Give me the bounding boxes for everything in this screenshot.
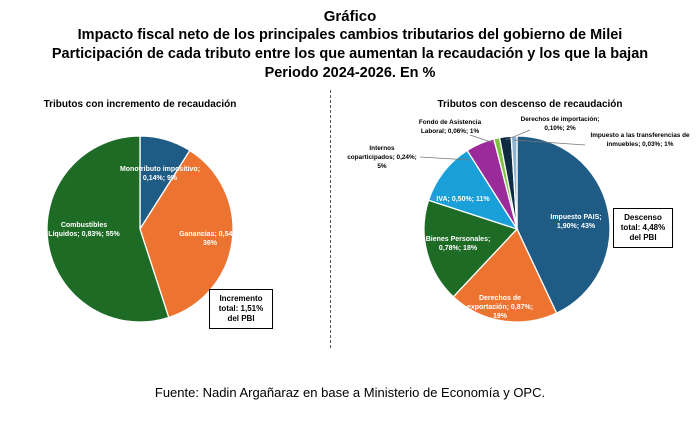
slice-label-1-4: Internos coparticipados; 0,24%; 5% (347, 145, 417, 170)
slice-label-1-3: IVA; 0,50%; 11% (436, 196, 490, 203)
slice-label-0-2: Combustibles Líquidos; 0,83%; 55% (48, 222, 120, 238)
leader-line-1-4 (419, 156, 471, 161)
header-line-3: Periodo 2024-2026. En % (264, 65, 436, 81)
increase-total-box: Incremento total: 1,51% del PBI (209, 289, 273, 329)
slice-label-1-6: Derechos de importación; 0,10%; 2% (521, 116, 600, 132)
leader-line-1-6 (505, 129, 531, 141)
slice-label-1-2: Bienes Personales; 0,78%; 18% (426, 236, 491, 252)
pie-slice-1-0 (516, 135, 611, 315)
right-chart-title: Tributos con descenso de recaudación (437, 99, 623, 110)
header-line-0: Gráfico (323, 8, 377, 25)
pie-slice-0-1 (139, 149, 234, 319)
increase-total-line-3: del PBI (227, 314, 255, 323)
pie-slice-1-7 (510, 135, 518, 230)
leader-line-1-7 (513, 139, 586, 146)
chart-header: Gráfico Impacto fiscal neto de los princ… (0, 8, 700, 83)
increase-total-line-2: total: 1,51% (218, 304, 264, 313)
decrease-total-line-3: del PBI (629, 233, 657, 242)
slice-label-1-0: Impuesto PAIS; 1,90%; 43% (550, 214, 601, 230)
slice-label-1-5: Fondo de Asistencia Laboral; 0,06%; 1% (419, 119, 482, 135)
increase-total-line-1: Incremento (219, 294, 263, 303)
slice-label-0-0: Monotributo impositivo; 0,14%; 9% (120, 166, 200, 182)
pie-slice-1-1 (452, 227, 558, 323)
header-line-1: Impacto fiscal neto de los principales c… (77, 27, 623, 43)
slice-label-0-1: Ganancias; 0,54%; 36% (179, 231, 241, 247)
slice-label-1-1: Derechos de exportación; 0,87%; 19% (467, 295, 533, 320)
divider (330, 90, 331, 348)
decrease-total-line-2: total: 4,48% (620, 223, 666, 232)
pie-slice-1-2 (423, 199, 519, 298)
pie-slice-0-2 (46, 135, 170, 323)
left-chart-title: Tributos con incremento de recaudación (43, 99, 237, 110)
decrease-total-line-1: Descenso (624, 213, 662, 222)
decrease-total-box: Descenso total: 4,48% del PBI (613, 208, 673, 248)
source-note: Fuente: Nadin Argañaraz en base a Minist… (154, 385, 546, 400)
leader-line-1-5 (469, 134, 495, 144)
header-line-2: Participación de cada tributo entre los … (51, 46, 649, 62)
slice-label-1-7: Impuesto a las transferencias de inmueble… (590, 132, 690, 148)
